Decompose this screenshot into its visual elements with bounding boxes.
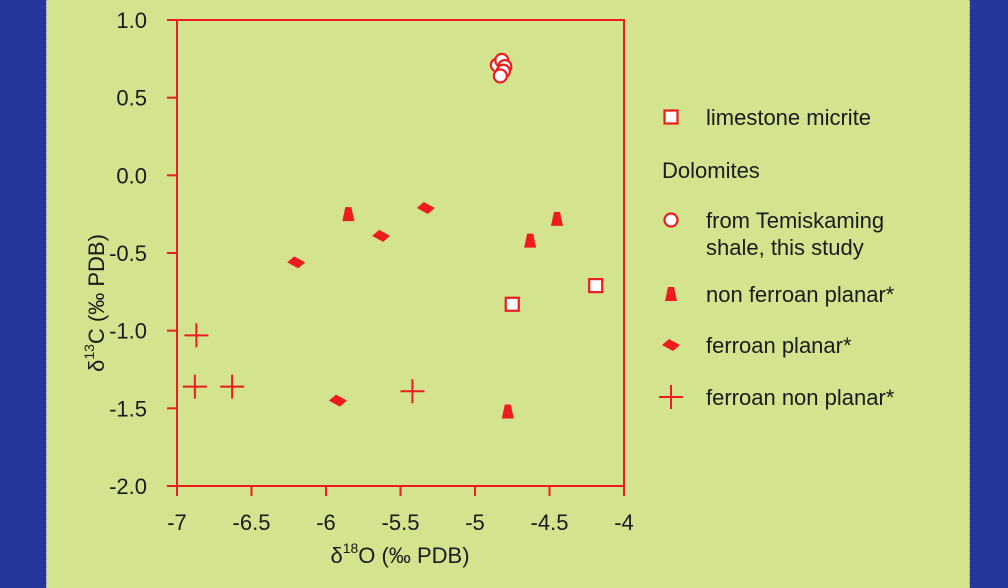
legend: limestone micrite Dolomites from Temiskami… — [659, 105, 895, 410]
square-open-point — [504, 296, 520, 312]
cross-point — [400, 379, 425, 404]
x-tick-label: -6 — [316, 510, 336, 535]
legend-cross-icon — [659, 385, 683, 409]
cross-point — [184, 323, 209, 348]
legend-triangle-icon — [665, 287, 677, 301]
legend-heading: Dolomites — [662, 158, 760, 183]
diamond-point — [416, 201, 435, 214]
x-tick-label: -7 — [167, 510, 187, 535]
triangle-point — [524, 233, 537, 248]
legend-label: limestone micrite — [706, 105, 871, 130]
x-axis: -7 -6.5 -6 -5.5 -5 -4.5 -4 — [167, 486, 634, 535]
y-tick-label: -1.0 — [109, 319, 147, 344]
y-tick-label: -2.0 — [109, 474, 147, 499]
y-tick-label: -0.5 — [109, 241, 147, 266]
plot-border — [176, 19, 625, 487]
x-tick-label: -5.5 — [382, 510, 420, 535]
y-axis-title: δ13C (‰ PDB) — [81, 234, 109, 372]
chart-panel — [46, 0, 970, 588]
x-tick-label: -4 — [614, 510, 634, 535]
triangle-point — [501, 404, 514, 419]
data-points — [182, 52, 604, 419]
y-tick-label: 1.0 — [116, 8, 147, 33]
legend-label: ferroan non planar* — [706, 385, 895, 410]
x-tick-label: -4.5 — [531, 510, 569, 535]
diamond-point — [372, 229, 391, 242]
legend-label: ferroan planar* — [706, 333, 852, 358]
cross-point — [182, 374, 207, 399]
triangle-point — [550, 211, 563, 226]
y-tick-label: 0.5 — [116, 86, 147, 111]
x-tick-label: -5 — [465, 510, 485, 535]
legend-square-open-icon — [663, 109, 679, 125]
y-tick-label: -1.5 — [109, 396, 147, 421]
plot-frame — [176, 19, 625, 487]
legend-circle-open-icon — [663, 212, 679, 228]
y-tick-label: 0.0 — [116, 163, 147, 188]
diamond-point — [287, 256, 306, 269]
x-tick-label: -6.5 — [233, 510, 271, 535]
legend-label: from Temiskaming — [706, 208, 884, 233]
triangle-point — [342, 207, 355, 222]
circle-open-point — [492, 68, 508, 84]
square-open-point — [588, 278, 604, 294]
legend-label: shale, this study — [706, 235, 864, 260]
y-axis: 1.0 0.5 0.0 -0.5 -1.0 -1.5 -2.0 — [109, 8, 177, 499]
legend-label: non ferroan planar* — [706, 282, 895, 307]
legend-diamond-icon — [662, 339, 680, 351]
x-axis-title: δ18O (‰ PDB) — [330, 540, 469, 568]
diamond-point — [328, 394, 347, 407]
cross-point — [220, 374, 245, 399]
